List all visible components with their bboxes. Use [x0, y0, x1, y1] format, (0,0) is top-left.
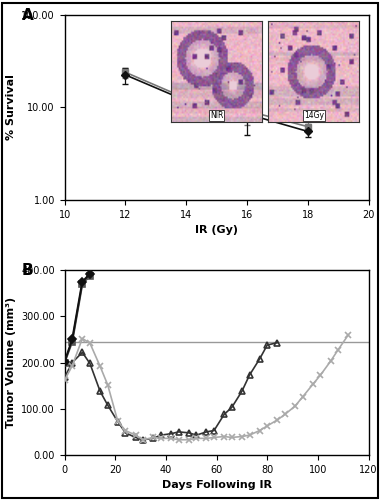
Y-axis label: Tumor Volume (mm³): Tumor Volume (mm³) [6, 297, 16, 428]
X-axis label: IR (Gy): IR (Gy) [195, 225, 238, 235]
Text: A: A [22, 8, 34, 22]
Y-axis label: % Survival: % Survival [6, 74, 16, 140]
Text: B: B [22, 262, 34, 278]
X-axis label: Days Following IR: Days Following IR [162, 480, 272, 490]
